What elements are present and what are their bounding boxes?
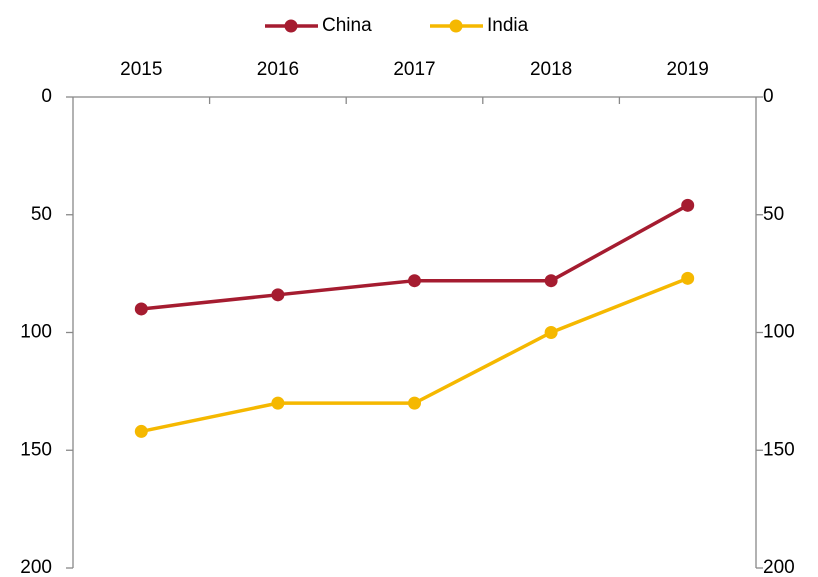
x-tick-label: 2017 [393, 59, 435, 80]
x-tick-label: 2015 [120, 59, 162, 80]
y2-tick-label: 0 [763, 86, 774, 107]
point [408, 396, 421, 410]
y2-tick-label: 50 [763, 204, 784, 225]
point [134, 424, 148, 438]
x-tick-label: 2018 [530, 59, 572, 80]
legend-marker [449, 19, 463, 33]
legend-label: India [487, 15, 529, 36]
point [408, 274, 421, 288]
x-tick-label: 2016 [257, 59, 299, 80]
point [681, 271, 695, 285]
y-tick-label: 100 [20, 322, 52, 343]
y2-tick-label: 100 [763, 322, 795, 343]
point [681, 198, 695, 212]
legend-label: China [322, 15, 372, 36]
y-tick-label: 50 [31, 204, 52, 225]
series-line [141, 203, 689, 311]
y-tick-label: 200 [20, 557, 52, 577]
y2-tick-label: 200 [763, 557, 795, 577]
legend-marker [284, 19, 298, 33]
x-tick-label: 2019 [667, 59, 709, 80]
point [134, 302, 148, 316]
point [271, 288, 285, 302]
y2-tick-label: 150 [763, 439, 795, 460]
point [544, 274, 558, 288]
y-tick-label: 0 [41, 86, 52, 107]
point [544, 326, 558, 339]
y-tick-label: 150 [20, 439, 52, 460]
point [271, 396, 285, 410]
